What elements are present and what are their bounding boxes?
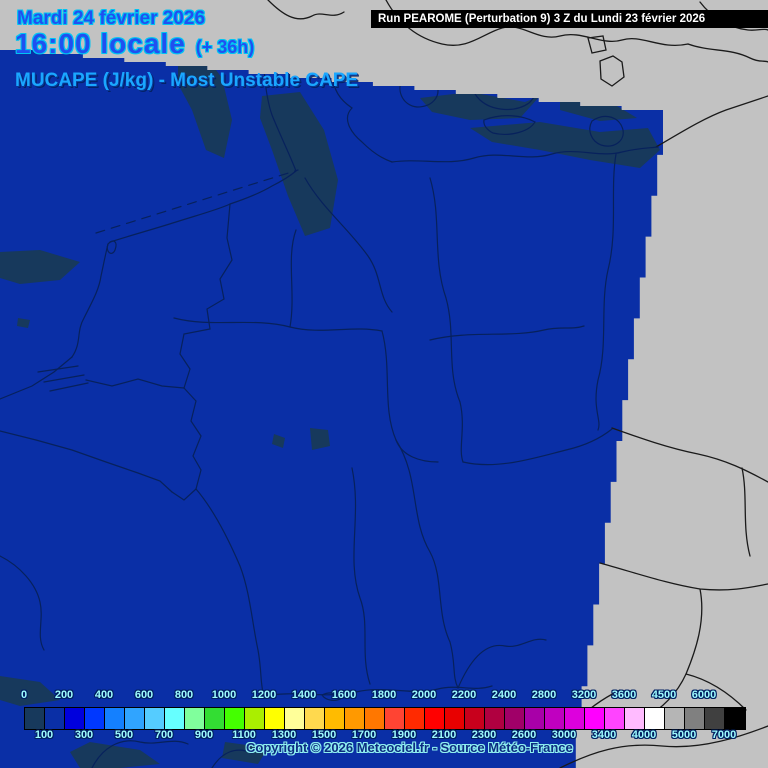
scale-label-1700: 1700 <box>351 729 377 741</box>
scale-cell-17 <box>365 708 385 729</box>
scale-label-300: 300 <box>74 729 94 741</box>
scale-label-700: 700 <box>154 729 174 741</box>
scale-cell-9 <box>205 708 225 729</box>
scale-label-1000: 1000 <box>211 689 237 701</box>
scale-label-7000: 7000 <box>711 729 737 741</box>
scale-label-1800: 1800 <box>371 689 397 701</box>
scale-cell-31 <box>645 708 665 729</box>
scale-cell-12 <box>265 708 285 729</box>
scale-label-1100: 1100 <box>232 729 256 741</box>
scale-label-400: 400 <box>94 689 114 701</box>
scale-label-3000: 3000 <box>551 729 577 741</box>
scale-cell-24 <box>505 708 525 729</box>
scale-cell-2 <box>65 708 85 729</box>
cape-color-scale <box>24 707 746 730</box>
parameter-title: MUCAPE (J/kg) - Most Unstable CAPE <box>15 70 359 91</box>
scale-cell-7 <box>165 708 185 729</box>
scale-label-2600: 2600 <box>511 729 537 741</box>
scale-cell-28 <box>585 708 605 729</box>
scale-cell-35 <box>725 708 745 729</box>
scale-cell-4 <box>105 708 125 729</box>
scale-label-500: 500 <box>114 729 134 741</box>
scale-label-600: 600 <box>134 689 154 701</box>
scale-label-100: 100 <box>34 729 54 741</box>
scale-cell-22 <box>465 708 485 729</box>
scale-cell-32 <box>665 708 685 729</box>
scale-cell-1 <box>45 708 65 729</box>
scale-cell-15 <box>325 708 345 729</box>
valid-time-label: 16:00 locale (+ 36h) <box>15 28 254 60</box>
scale-label-1400: 1400 <box>291 689 317 701</box>
scale-label-0: 0 <box>20 689 28 701</box>
scale-label-1200: 1200 <box>251 689 277 701</box>
borders-outside-domain <box>267 0 768 768</box>
scale-cell-3 <box>85 708 105 729</box>
scale-label-6000: 6000 <box>691 689 717 701</box>
scale-cell-14 <box>305 708 325 729</box>
model-run-banner: Run PEAROME (Perturbation 9) 3 Z du Lund… <box>371 10 768 28</box>
scale-label-3600: 3600 <box>611 689 637 701</box>
scale-cell-5 <box>125 708 145 729</box>
scale-cell-25 <box>525 708 545 729</box>
scale-cell-34 <box>705 708 725 729</box>
scale-label-1300: 1300 <box>271 729 297 741</box>
cape-low-patches <box>0 55 660 768</box>
scale-cell-26 <box>545 708 565 729</box>
scale-label-2000: 2000 <box>411 689 437 701</box>
scale-cell-21 <box>445 708 465 729</box>
scale-label-900: 900 <box>194 729 214 741</box>
scale-cell-30 <box>625 708 645 729</box>
scale-cell-20 <box>425 708 445 729</box>
scale-cell-27 <box>565 708 585 729</box>
scale-label-2800: 2800 <box>531 689 557 701</box>
valid-date-label: Mardi 24 février 2026 <box>17 8 206 29</box>
scale-label-2100: 2100 <box>431 729 457 741</box>
scale-label-1600: 1600 <box>331 689 357 701</box>
scale-cell-16 <box>345 708 365 729</box>
scale-cell-23 <box>485 708 505 729</box>
bornholm-island <box>599 55 625 87</box>
scale-label-200: 200 <box>54 689 74 701</box>
scale-label-3400: 3400 <box>591 729 617 741</box>
scale-label-2300: 2300 <box>471 729 497 741</box>
scale-cell-11 <box>245 708 265 729</box>
scale-cell-29 <box>605 708 625 729</box>
scale-label-3200: 3200 <box>571 689 597 701</box>
scale-label-2400: 2400 <box>491 689 517 701</box>
scale-label-1900: 1900 <box>391 729 417 741</box>
scale-label-2200: 2200 <box>451 689 477 701</box>
scale-cell-6 <box>145 708 165 729</box>
scale-cell-8 <box>185 708 205 729</box>
scale-label-800: 800 <box>174 689 194 701</box>
scale-cell-0 <box>25 708 45 729</box>
scale-label-5000: 5000 <box>671 729 697 741</box>
scale-cell-10 <box>225 708 245 729</box>
copyright-notice: Copyright © 2026 Meteociel.fr - Source M… <box>246 740 573 755</box>
scale-cell-18 <box>385 708 405 729</box>
valid-time: 16:00 locale <box>15 28 186 59</box>
scale-cell-19 <box>405 708 425 729</box>
scale-label-4500: 4500 <box>651 689 677 701</box>
scale-cell-13 <box>285 708 305 729</box>
forecast-offset: (+ 36h) <box>195 37 255 57</box>
scale-label-1500: 1500 <box>311 729 337 741</box>
model-domain-area <box>0 50 663 768</box>
scale-cell-33 <box>685 708 705 729</box>
scale-label-4000: 4000 <box>631 729 657 741</box>
